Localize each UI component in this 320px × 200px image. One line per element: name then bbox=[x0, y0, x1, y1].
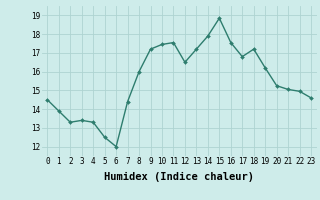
X-axis label: Humidex (Indice chaleur): Humidex (Indice chaleur) bbox=[104, 172, 254, 182]
